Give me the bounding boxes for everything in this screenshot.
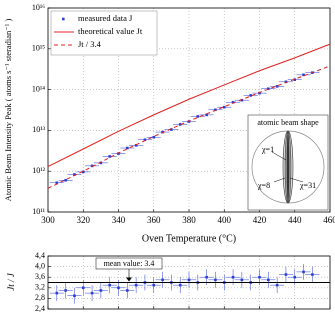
- data-point: [302, 73, 305, 77]
- arrow-head: [126, 277, 132, 282]
- x-tick-label: 300: [41, 215, 55, 225]
- data-point: [108, 283, 111, 287]
- data-point: [73, 294, 76, 298]
- data-point: [231, 100, 235, 104]
- data-point: [284, 80, 288, 84]
- y-tick-label: 10¹³: [32, 125, 45, 134]
- data-point: [143, 138, 147, 142]
- x-tick-label: 440: [288, 215, 302, 225]
- inset-label: χ=1: [261, 145, 274, 154]
- y-tick-label: 10¹⁶: [32, 3, 45, 12]
- data-point: [64, 289, 67, 292]
- data-point: [90, 164, 94, 168]
- y-tick-label: 10¹¹: [32, 207, 45, 216]
- legend: measured data J theoretical value Jt Jt / …: [50, 10, 158, 56]
- pointer: [289, 177, 304, 183]
- legend-label: theoretical value Jt: [78, 26, 143, 36]
- x-tick-label: 360: [147, 215, 161, 225]
- data-point: [73, 173, 76, 176]
- data-point: [126, 289, 129, 292]
- y-tick-label: 10¹⁴: [32, 84, 45, 93]
- line-series: [47, 65, 331, 189]
- data-point: [152, 283, 156, 287]
- data-point: [81, 286, 85, 290]
- x-tick-label: 420: [253, 215, 267, 225]
- data-point: [64, 178, 67, 182]
- data-point: [55, 181, 59, 185]
- data-point: [275, 85, 279, 88]
- data-point: [161, 278, 164, 282]
- x-tick-label: 400: [218, 215, 232, 225]
- data-point: [293, 275, 297, 279]
- data-point: [117, 152, 120, 155]
- data-point: [55, 291, 59, 295]
- legend-marker: [62, 17, 65, 21]
- data-point: [311, 273, 314, 276]
- x-axis-label: Oven Temperature (°C): [142, 233, 236, 244]
- y-tick-label: 3,6: [35, 272, 45, 281]
- data-point: [178, 123, 182, 126]
- data-point: [187, 278, 191, 282]
- data-point: [302, 270, 305, 274]
- data-point: [134, 144, 138, 147]
- data-point: [126, 146, 129, 150]
- data-point: [231, 275, 235, 279]
- y-tick-label: 10¹²: [32, 166, 45, 175]
- x-tick-label: 380: [182, 215, 196, 225]
- pointer: [273, 177, 286, 183]
- data-point: [152, 135, 156, 139]
- y-tick-label: 4,4: [35, 251, 45, 260]
- data-point: [284, 273, 288, 276]
- data-point: [170, 128, 173, 131]
- data-point: [249, 94, 252, 97]
- legend-frame: [50, 10, 158, 56]
- inset-label: χ=31: [299, 181, 316, 190]
- y-tick-label: 10¹⁵: [32, 44, 45, 53]
- x-tick-label: 320: [77, 215, 91, 225]
- pointer: [271, 151, 287, 161]
- y-tick-label: 4,0: [35, 261, 45, 270]
- data-point: [117, 286, 120, 290]
- data-point: [267, 278, 270, 282]
- y-axis-label: Atomic Beam Intensity Peak ( atoms s⁻¹ s…: [3, 19, 13, 202]
- data-point: [258, 275, 261, 279]
- inset-label: χ=8: [257, 181, 270, 190]
- data-point: [134, 283, 138, 287]
- data-point: [214, 278, 217, 282]
- data-point: [99, 161, 103, 165]
- x-tick-label: 460: [323, 215, 335, 225]
- data-point: [240, 98, 244, 102]
- inset-title: atomic beam shape: [257, 118, 319, 127]
- data-point: [90, 291, 94, 295]
- y-tick-label: 2,4: [35, 304, 45, 313]
- inset: atomic beam shape χ=1 χ=8 χ=31: [247, 114, 329, 211]
- data-point: [178, 283, 182, 287]
- data-point: [258, 91, 261, 95]
- data-point: [222, 105, 226, 109]
- data-point: [196, 115, 200, 118]
- plot-frame: [47, 7, 331, 213]
- legend-label: measured data J: [78, 13, 133, 23]
- data-point: [275, 283, 279, 287]
- y-tick-label: 2,8: [35, 293, 45, 302]
- beam-shape: [286, 131, 290, 203]
- y-axis-label: Jt / J: [6, 272, 16, 290]
- legend-label: Jt / 3.4: [78, 39, 102, 49]
- x-tick-label: 340: [112, 215, 126, 225]
- line-series: [47, 43, 331, 167]
- data-point: [99, 289, 103, 292]
- data-point: [205, 113, 208, 117]
- data-point: [240, 278, 244, 282]
- data-point: [108, 155, 111, 158]
- y-tick-label: 3,2: [35, 283, 45, 292]
- data-point: [81, 170, 85, 174]
- annotation: mean value: 3.4: [104, 259, 155, 268]
- data-point: [205, 275, 208, 279]
